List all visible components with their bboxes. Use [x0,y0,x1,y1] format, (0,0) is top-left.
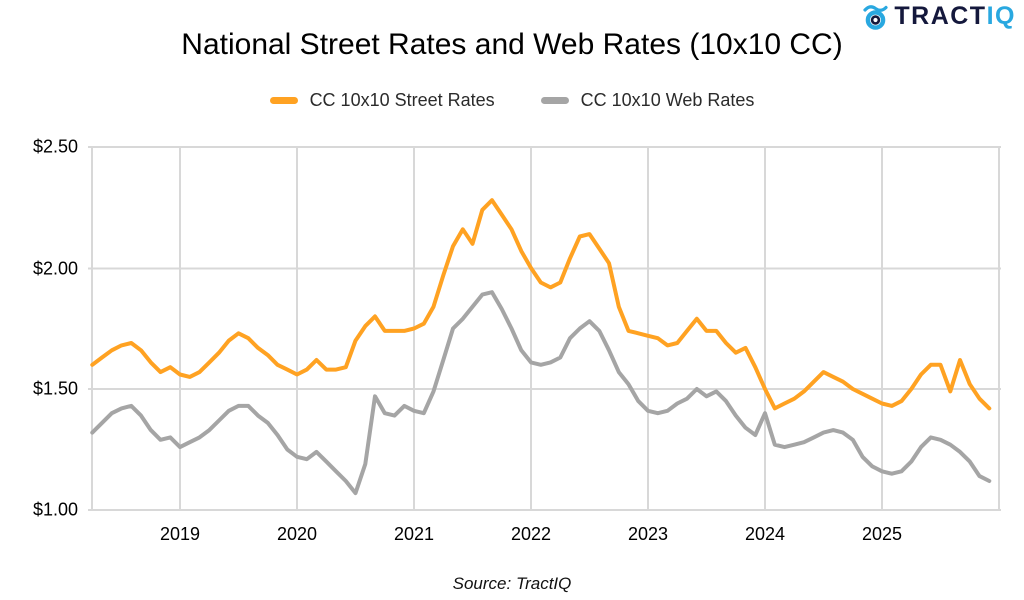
x-tick-2021: 2021 [393,524,435,544]
street-rates-line [90,198,992,411]
street-rates-label: CC 10x10 Street Rates [309,90,495,110]
source-note: Source: TractIQ [452,574,572,593]
vertical-gridlines [91,147,1000,510]
tractiq-logo: TRACTIQ [862,3,1016,30]
y-tick-1-00: $1.00 [32,499,78,520]
chart-legend: CC 10x10 Street Rates CC 10x10 Web Rates [0,90,1024,111]
horizontal-gridlines [88,146,1001,511]
x-tick-2023: 2023 [627,524,669,544]
legend-item-street-rates: CC 10x10 Street Rates [269,90,495,111]
x-tick-2020: 2020 [276,524,318,544]
street-rates-swatch [269,97,298,104]
x-tick-2024: 2024 [744,524,786,544]
legend-item-web-rates: CC 10x10 Web Rates [540,90,755,111]
y-tick-1-50: $1.50 [32,378,78,399]
web-rates-swatch [540,97,569,104]
tractiq-logo-icon [863,5,888,30]
logo-text-tract: TRACT [894,2,987,30]
web-rates-line [90,290,992,496]
y-tick-2-00: $2.00 [32,258,78,278]
logo-text-iq: IQ [986,2,1016,30]
chart-title: National Street Rates and Web Rates (10x… [181,28,843,61]
x-tick-2022: 2022 [510,524,552,544]
tractiq-logo-text: TRACTIQ [894,3,1016,30]
x-tick-2025: 2025 [861,524,903,544]
y-tick-2-50: $2.50 [32,136,78,157]
web-rates-label: CC 10x10 Web Rates [580,90,755,110]
x-tick-2019: 2019 [159,524,201,544]
